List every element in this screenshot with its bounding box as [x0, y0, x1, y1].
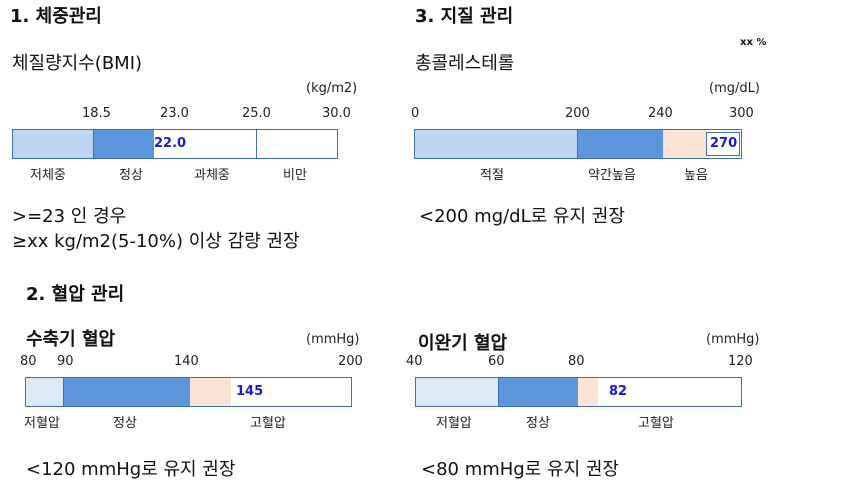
weight-section-title: 1. 체중관리 — [10, 6, 102, 27]
cholesterol-bar: 270 — [414, 129, 742, 159]
bmi-tick-25: 25.0 — [242, 106, 271, 121]
dia-tick-60: 60 — [488, 354, 505, 369]
sys-cat-low: 저혈압 — [24, 416, 60, 431]
chol-note: <200 mg/dL로 유지 권장 — [419, 206, 625, 227]
lipid-xx-percent: xx % — [740, 37, 767, 48]
sys-segment-high-fill — [190, 378, 231, 406]
chol-tick-200: 200 — [565, 106, 590, 121]
chol-tick-240: 240 — [648, 106, 673, 121]
chol-cat-borderline: 약간높음 — [588, 168, 636, 183]
sys-segment-low — [26, 378, 64, 406]
bmi-tick-30: 30.0 — [322, 106, 351, 121]
systolic-value: 145 — [236, 384, 264, 399]
bmi-tick-23: 23.0 — [160, 106, 189, 121]
sys-tick-80: 80 — [20, 354, 37, 369]
chol-cat-optimal: 적절 — [480, 168, 504, 183]
chol-cat-high: 높음 — [684, 168, 708, 183]
chol-value-box — [706, 132, 740, 156]
bmi-value: 22.0 — [154, 136, 187, 151]
dia-segment-low — [416, 378, 499, 406]
chol-tick-300: 300 — [729, 106, 754, 121]
bmi-cat-underweight: 저체중 — [30, 168, 66, 183]
bmi-segment-overweight — [154, 130, 257, 158]
chol-tick-0: 0 — [411, 106, 420, 121]
bp-section-title: 2. 혈압 관리 — [26, 284, 125, 305]
systolic-note: <120 mmHg로 유지 권장 — [26, 459, 236, 480]
sys-segment-normal — [64, 378, 190, 406]
bmi-segment-obese — [257, 130, 336, 158]
bmi-note-line1: >=23 인 경우 — [12, 206, 127, 227]
sys-cat-normal: 정상 — [113, 416, 137, 431]
bmi-cat-overweight: 과체중 — [194, 168, 230, 183]
sys-cat-high: 고혈압 — [250, 416, 286, 431]
bmi-subtitle: 체질량지수(BMI) — [12, 53, 143, 74]
chol-segment-borderline — [578, 130, 663, 158]
bmi-segment-underweight — [13, 130, 94, 158]
diastolic-note: <80 mmHg로 유지 권장 — [421, 459, 619, 480]
diastolic-bar: 82 — [415, 377, 742, 407]
dia-cat-low: 저혈압 — [436, 416, 472, 431]
sys-tick-200: 200 — [338, 354, 363, 369]
dia-cat-high: 고혈압 — [638, 416, 674, 431]
dia-segment-normal — [499, 378, 578, 406]
systolic-bar: 145 — [25, 377, 352, 407]
sys-tick-140: 140 — [174, 354, 199, 369]
bmi-tick-18-5: 18.5 — [82, 106, 111, 121]
systolic-unit: (mmHg) — [306, 332, 360, 347]
bmi-unit: (kg/m2) — [306, 81, 358, 96]
cholesterol-subtitle: 총콜레스테롤 — [415, 53, 515, 74]
dia-tick-120: 120 — [728, 354, 753, 369]
bmi-segment-normal — [94, 130, 154, 158]
sys-tick-90: 90 — [57, 354, 74, 369]
chol-value: 270 — [710, 136, 738, 151]
systolic-subtitle: 수축기 혈압 — [26, 329, 116, 350]
cholesterol-unit: (mg/dL) — [709, 81, 760, 96]
bmi-cat-normal: 정상 — [119, 168, 143, 183]
lipid-section-title: 3. 지질 관리 — [415, 6, 514, 27]
bmi-note-line2: ≥xx kg/m2(5-10%) 이상 감량 권장 — [12, 231, 300, 252]
chol-segment-optimal — [415, 130, 578, 158]
bmi-cat-obese: 비만 — [283, 168, 307, 183]
diastolic-value: 82 — [609, 384, 628, 399]
diastolic-subtitle: 이완기 혈압 — [418, 333, 508, 354]
dia-segment-high-fill — [578, 378, 598, 406]
dia-tick-40: 40 — [406, 354, 423, 369]
chol-segment-high — [663, 130, 706, 158]
dia-tick-80: 80 — [568, 354, 585, 369]
bmi-bar: 22.0 — [12, 129, 338, 159]
diastolic-unit: (mmHg) — [706, 332, 760, 347]
dia-cat-normal: 정상 — [526, 416, 550, 431]
